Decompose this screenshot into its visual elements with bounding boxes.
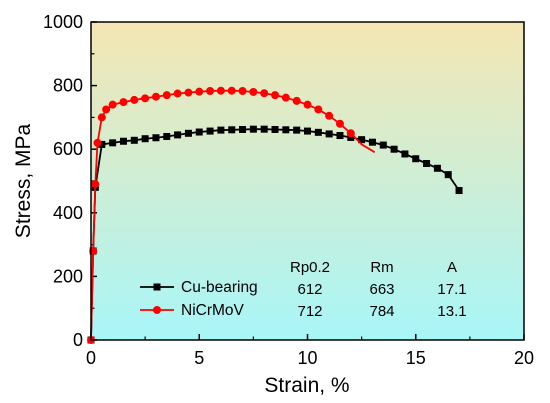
data-point-nicrmov <box>206 87 215 96</box>
data-point-cu-bearing <box>228 126 236 134</box>
data-point-nicrmov <box>325 111 334 120</box>
data-point-nicrmov <box>102 105 111 114</box>
data-point-nicrmov <box>303 100 312 109</box>
data-point-nicrmov <box>93 138 102 147</box>
series-layer <box>87 86 463 344</box>
data-point-cu-bearing <box>109 139 117 147</box>
data-point-cu-bearing <box>130 136 138 144</box>
legend-header-a: A <box>447 259 457 276</box>
y-tick-label: 400 <box>53 203 83 223</box>
data-point-nicrmov <box>130 95 139 104</box>
legend-marker-nicrmov <box>153 306 161 314</box>
legend-cu-rp02: 612 <box>297 281 322 298</box>
data-point-nicrmov <box>346 129 355 138</box>
data-point-cu-bearing <box>368 138 376 146</box>
x-tick-label: 10 <box>297 348 317 368</box>
data-point-nicrmov <box>281 93 290 102</box>
data-point-cu-bearing <box>423 160 431 168</box>
y-tick-label: 200 <box>53 266 83 286</box>
data-point-cu-bearing <box>206 127 214 135</box>
data-point-cu-bearing <box>412 155 420 163</box>
data-point-cu-bearing <box>271 125 279 133</box>
data-point-nicrmov <box>173 89 182 98</box>
y-tick-label: 800 <box>53 76 83 96</box>
data-point-cu-bearing <box>433 164 441 172</box>
y-tick-label: 1000 <box>43 12 83 32</box>
data-point-cu-bearing <box>358 136 366 144</box>
data-point-cu-bearing <box>336 132 344 140</box>
data-point-nicrmov <box>271 91 280 100</box>
data-point-nicrmov <box>260 89 269 98</box>
legend-ni-rp02: 712 <box>297 303 322 320</box>
y-axis: 0 200 400 600 800 1000 <box>43 12 97 350</box>
data-point-cu-bearing <box>239 125 247 133</box>
data-point-nicrmov <box>227 86 236 95</box>
x-tick-label: 20 <box>514 348 534 368</box>
data-point-cu-bearing <box>249 125 257 133</box>
x-axis-title: Strain, % <box>264 374 349 397</box>
data-point-cu-bearing <box>401 150 409 158</box>
data-point-cu-bearing <box>163 132 171 140</box>
data-point-nicrmov <box>335 119 344 128</box>
data-point-nicrmov <box>314 105 323 114</box>
data-point-nicrmov <box>119 98 128 107</box>
data-point-nicrmov <box>238 87 247 96</box>
legend-cu-a: 17.1 <box>437 281 466 298</box>
plot-frame <box>90 21 525 341</box>
data-point-cu-bearing <box>347 133 355 141</box>
y-axis-title: Stress, MPa <box>12 124 35 239</box>
data-point-nicrmov <box>108 100 117 109</box>
data-point-cu-bearing <box>174 131 182 139</box>
data-point-cu-bearing <box>195 128 203 136</box>
data-point-nicrmov <box>195 87 204 96</box>
data-point-cu-bearing <box>98 140 106 148</box>
data-point-cu-bearing <box>119 137 127 145</box>
data-point-cu-bearing <box>152 134 160 142</box>
data-point-nicrmov <box>292 96 301 105</box>
y-tick-label: 600 <box>53 139 83 159</box>
x-tick-label: 5 <box>194 348 204 368</box>
x-tick-label: 0 <box>86 348 96 368</box>
data-point-nicrmov <box>91 180 100 189</box>
data-point-cu-bearing <box>325 130 333 138</box>
data-point-cu-bearing <box>390 145 398 153</box>
data-point-cu-bearing <box>444 171 452 179</box>
data-point-nicrmov <box>184 88 193 97</box>
data-point-nicrmov <box>141 94 150 103</box>
data-point-cu-bearing <box>455 187 463 195</box>
x-tick-label: 15 <box>406 348 426 368</box>
y-tick-label: 0 <box>73 330 83 350</box>
data-point-cu-bearing <box>217 126 225 134</box>
data-point-nicrmov <box>151 92 160 101</box>
data-point-nicrmov <box>97 113 106 122</box>
data-point-nicrmov <box>162 91 171 100</box>
data-point-cu-bearing <box>260 125 268 133</box>
data-point-cu-bearing <box>314 128 322 136</box>
legend-header-rp02: Rp0.2 <box>290 259 330 276</box>
data-point-cu-bearing <box>282 126 290 134</box>
legend-marker-cu-bearing <box>153 283 161 291</box>
legend: Rp0.2 Rm A Cu-bearing 612 663 17.1 NiCrM… <box>140 259 467 320</box>
data-point-cu-bearing <box>184 129 192 137</box>
legend-label-nicrmov: NiCrMoV <box>181 302 245 319</box>
data-point-nicrmov <box>216 86 225 95</box>
legend-ni-a: 13.1 <box>437 303 466 320</box>
data-point-cu-bearing <box>293 126 301 134</box>
legend-label-cu-bearing: Cu-bearing <box>181 279 258 296</box>
legend-header-rm: Rm <box>370 259 393 276</box>
data-point-cu-bearing <box>379 141 387 149</box>
data-point-cu-bearing <box>304 127 311 135</box>
legend-cu-rm: 663 <box>369 281 394 298</box>
data-point-nicrmov <box>249 87 258 96</box>
data-point-cu-bearing <box>141 135 149 143</box>
legend-ni-rm: 784 <box>369 303 394 320</box>
